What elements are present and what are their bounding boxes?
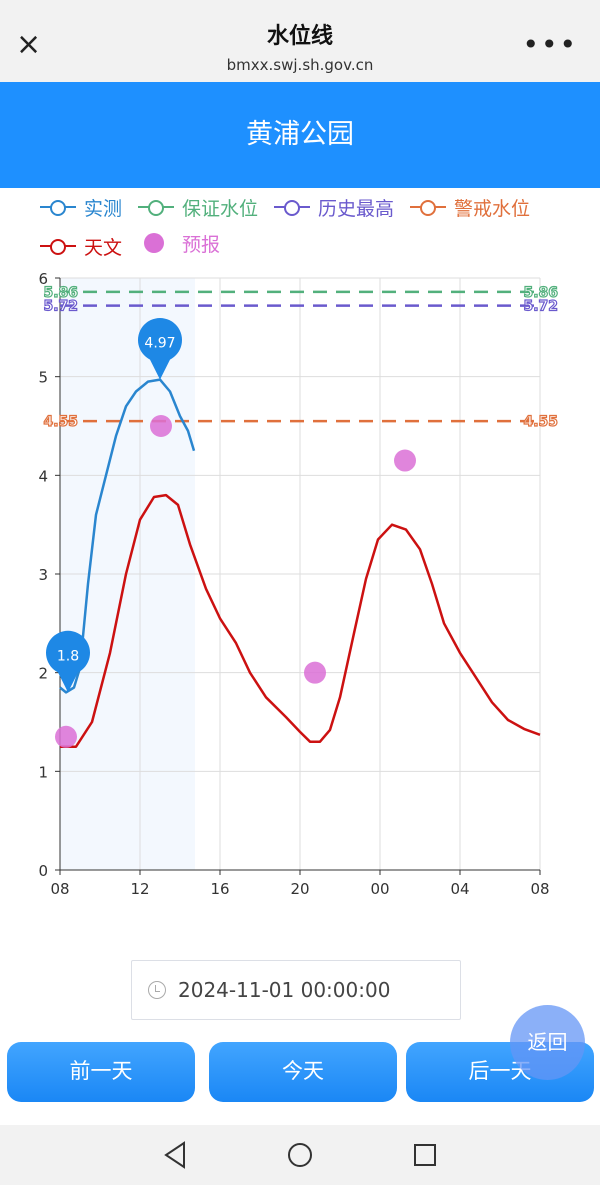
forecast-point	[55, 725, 77, 748]
legend-line-icon	[274, 200, 311, 216]
max-pin-marker	[138, 318, 182, 380]
legend-line-icon	[410, 200, 447, 216]
threshold-label-left: 5.86	[43, 285, 78, 301]
forecast-point	[304, 661, 326, 684]
legend-label: 警戒水位	[454, 197, 531, 220]
chart-legend: 实测 保证水位 历史最高 警戒水位天文 预报	[40, 192, 580, 267]
more-icon[interactable]: •••	[522, 28, 578, 61]
y-tick-label: 5	[38, 369, 48, 387]
forecast-point	[150, 415, 172, 437]
legend-label: 天文	[84, 236, 123, 259]
x-tick-label: 08	[50, 880, 69, 898]
marker-label: 1.8	[57, 648, 79, 664]
threshold-label-right: 4.55	[523, 414, 558, 430]
max-pin-marker	[46, 630, 91, 693]
legend-item[interactable]: 天文	[40, 231, 122, 261]
date-picker[interactable]: 2024-11-01 00:00:00	[131, 960, 461, 1020]
x-tick-label: 16	[210, 880, 229, 898]
nav-recents-icon[interactable]	[414, 1144, 436, 1166]
threshold-label-right: 5.72	[523, 299, 558, 315]
today-button[interactable]: 今天	[209, 1042, 397, 1102]
nav-home-icon[interactable]	[288, 1143, 312, 1167]
legend-dot-icon	[144, 233, 165, 253]
threshold-label-left: 5.72	[43, 299, 78, 315]
browser-topbar: × 水位线 bmxx.swj.sh.gov.cn •••	[0, 0, 600, 82]
close-icon[interactable]: ×	[16, 27, 42, 62]
marker-label: 4.97	[144, 336, 175, 352]
system-navbar	[0, 1125, 600, 1185]
y-tick-label: 1	[38, 763, 48, 781]
legend-item[interactable]: 保证水位	[138, 192, 258, 222]
x-tick-label: 20	[290, 880, 309, 898]
clock-icon	[148, 981, 166, 999]
forecast-point	[394, 449, 416, 472]
legend-item[interactable]: 历史最高	[274, 192, 394, 222]
legend-item[interactable]: 实测	[40, 192, 122, 222]
x-tick-label: 00	[370, 880, 389, 898]
back-button[interactable]: 返回	[510, 1005, 585, 1080]
y-tick-label: 2	[38, 665, 48, 683]
prev-day-button[interactable]: 前一天	[7, 1042, 195, 1102]
legend-item[interactable]: 警戒水位	[410, 192, 530, 222]
legend-label: 实测	[84, 197, 123, 220]
y-tick-label: 0	[38, 862, 48, 880]
threshold-label-right: 5.86	[523, 285, 558, 301]
x-tick-label: 12	[130, 880, 149, 898]
legend-line-icon	[40, 239, 76, 255]
x-tick-label: 08	[530, 880, 549, 898]
legend-item[interactable]: 预报	[138, 228, 220, 258]
legend-line-icon	[40, 200, 76, 216]
legend-line-icon	[138, 200, 175, 216]
astronomical-tide-line	[60, 493, 541, 748]
y-tick-label: 6	[38, 270, 48, 288]
date-value: 2024-11-01 00:00:00	[178, 978, 391, 1002]
legend-label: 预报	[182, 233, 221, 256]
x-tick-label: 04	[450, 880, 469, 898]
y-tick-label: 3	[38, 566, 48, 584]
station-header: 黄浦公园	[0, 82, 600, 188]
page-title: 水位线	[266, 24, 333, 49]
threshold-label-left: 4.55	[43, 414, 78, 430]
measured-level-line	[59, 378, 196, 694]
nav-back-icon[interactable]	[164, 1141, 185, 1169]
legend-label: 保证水位	[182, 197, 259, 220]
y-tick-label: 4	[38, 467, 48, 485]
legend-label: 历史最高	[318, 197, 395, 220]
page-url: bmxx.swj.sh.gov.cn	[226, 56, 374, 74]
